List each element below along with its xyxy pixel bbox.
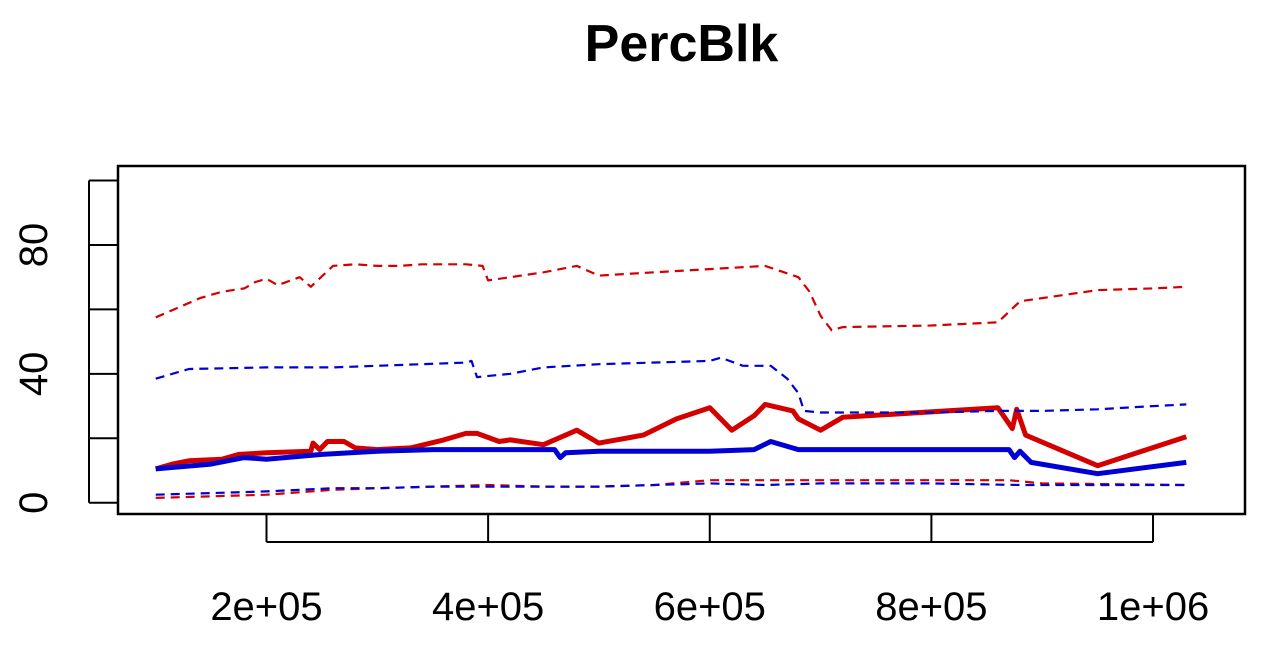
series-line-4 xyxy=(155,356,1187,414)
series-line-3 xyxy=(155,263,1187,332)
series-line-1 xyxy=(155,401,1188,472)
x-axis: 2e+05 4e+05 6e+05 8e+05 1e+06 xyxy=(210,514,1209,629)
series-line-2 xyxy=(155,439,1187,477)
x-tick-label: 2e+05 xyxy=(210,585,322,629)
x-tick-label: 1e+06 xyxy=(1097,585,1209,629)
chart-title: PercBlk xyxy=(584,15,779,73)
plot-frame xyxy=(116,164,1247,516)
series-line-6 xyxy=(155,482,1187,496)
x-tick-label: 4e+05 xyxy=(432,585,544,629)
y-tick-label: 80 xyxy=(12,223,56,268)
y-axis: 0 40 80 xyxy=(12,179,118,514)
y-tick-label: 0 xyxy=(12,492,56,514)
x-tick-label: 6e+05 xyxy=(654,585,766,629)
y-tick-label: 40 xyxy=(12,352,56,397)
x-tick-label: 8e+05 xyxy=(875,585,987,629)
series-lines xyxy=(155,263,1188,499)
